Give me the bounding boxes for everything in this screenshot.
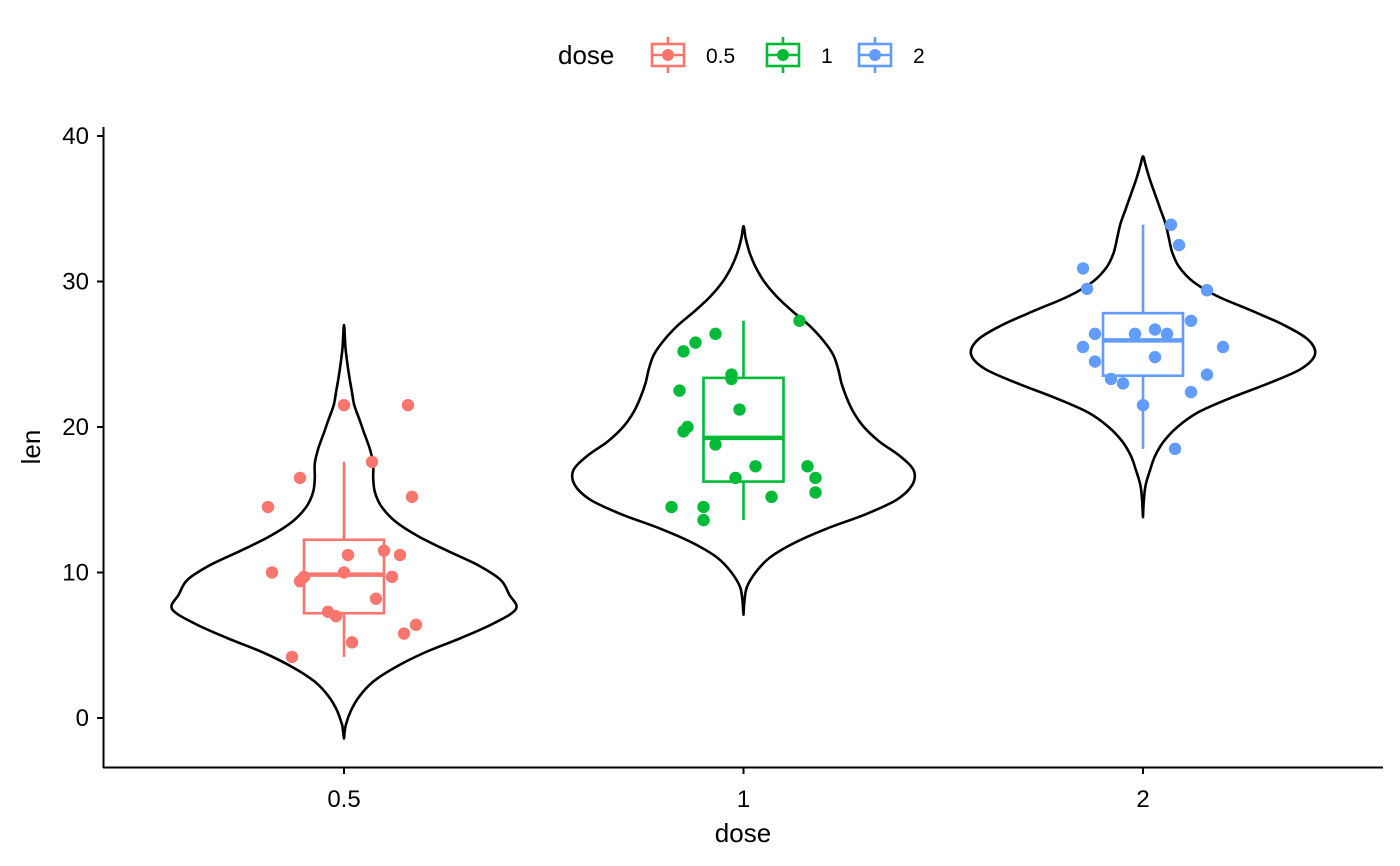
violin <box>170 323 518 740</box>
data-point <box>341 548 355 562</box>
data-point <box>377 544 391 557</box>
data-point <box>801 460 814 473</box>
data-point <box>809 486 822 499</box>
legend-label: 2 <box>913 45 925 68</box>
data-point <box>261 500 275 514</box>
data-point <box>1164 218 1178 231</box>
x-axis-title: dose <box>715 818 771 848</box>
data-point <box>729 471 742 485</box>
data-point <box>749 460 762 473</box>
legend-title: dose <box>558 40 614 70</box>
data-point <box>393 548 407 562</box>
legend-key-dose-2 <box>857 37 893 73</box>
data-point <box>1116 377 1130 390</box>
legend-key-dose-1 <box>765 37 801 73</box>
y-tick-label: 20 <box>62 414 89 441</box>
data-point <box>297 570 311 584</box>
y-tick-label: 10 <box>62 560 89 587</box>
data-point <box>337 398 351 412</box>
y-tick-label: 0 <box>76 705 89 732</box>
data-point <box>265 566 279 579</box>
data-point <box>1088 327 1102 341</box>
data-point <box>673 384 686 397</box>
data-point <box>1184 385 1198 399</box>
data-point <box>1216 340 1230 354</box>
data-point <box>1160 327 1174 341</box>
x-tick-label: 2 <box>1136 786 1149 813</box>
legend-label: 0.5 <box>706 45 735 68</box>
data-point <box>285 650 299 664</box>
data-point <box>709 327 722 341</box>
x-tick-label: 1 <box>737 786 750 813</box>
legend: dose 0.5 1 2 <box>558 37 925 73</box>
x-tick-label: 0.5 <box>327 786 360 813</box>
data-point <box>1136 398 1150 412</box>
data-point <box>401 398 415 412</box>
data-point <box>1104 372 1118 386</box>
data-point <box>397 627 411 640</box>
series-dose-0-5 <box>170 323 518 740</box>
data-point <box>697 500 710 514</box>
data-point <box>1200 368 1214 381</box>
data-point <box>369 592 383 605</box>
data-point <box>1148 323 1162 336</box>
data-point <box>345 636 359 649</box>
data-point <box>329 609 343 623</box>
data-point <box>677 345 690 358</box>
data-point <box>405 490 419 504</box>
data-point <box>1080 282 1094 295</box>
data-point <box>793 314 806 327</box>
plot-area <box>170 155 1317 740</box>
data-point <box>365 455 379 469</box>
data-point <box>337 566 351 579</box>
data-point <box>1076 262 1090 275</box>
data-point <box>293 471 307 485</box>
box <box>1101 311 1185 378</box>
data-point <box>725 372 738 386</box>
data-point <box>385 570 399 584</box>
data-point <box>1184 314 1198 327</box>
axes: 0 10 20 30 40 0.5 1 2 <box>62 123 1383 813</box>
y-axis-title: len <box>16 430 46 465</box>
data-point <box>1088 355 1102 368</box>
series-dose-1 <box>570 224 917 616</box>
violin <box>570 224 917 616</box>
data-point <box>733 403 746 416</box>
data-point <box>1148 350 1162 364</box>
data-point <box>709 438 722 451</box>
data-point <box>697 513 710 527</box>
y-tick-label: 40 <box>62 123 89 150</box>
data-point <box>681 420 694 434</box>
data-point <box>1172 238 1186 252</box>
data-point <box>665 500 678 514</box>
series-dose-2 <box>969 155 1317 519</box>
legend-key-dose-0-5 <box>650 37 686 73</box>
data-point <box>1128 327 1142 341</box>
data-point <box>809 471 822 485</box>
y-tick-label: 30 <box>62 269 89 296</box>
data-point <box>689 336 702 349</box>
data-point <box>1168 442 1182 456</box>
violin <box>969 155 1317 519</box>
data-point <box>1076 340 1090 354</box>
legend-label: 1 <box>821 45 833 68</box>
box <box>702 376 785 483</box>
data-point <box>765 490 778 504</box>
data-point <box>409 618 423 632</box>
data-point <box>1200 284 1214 297</box>
